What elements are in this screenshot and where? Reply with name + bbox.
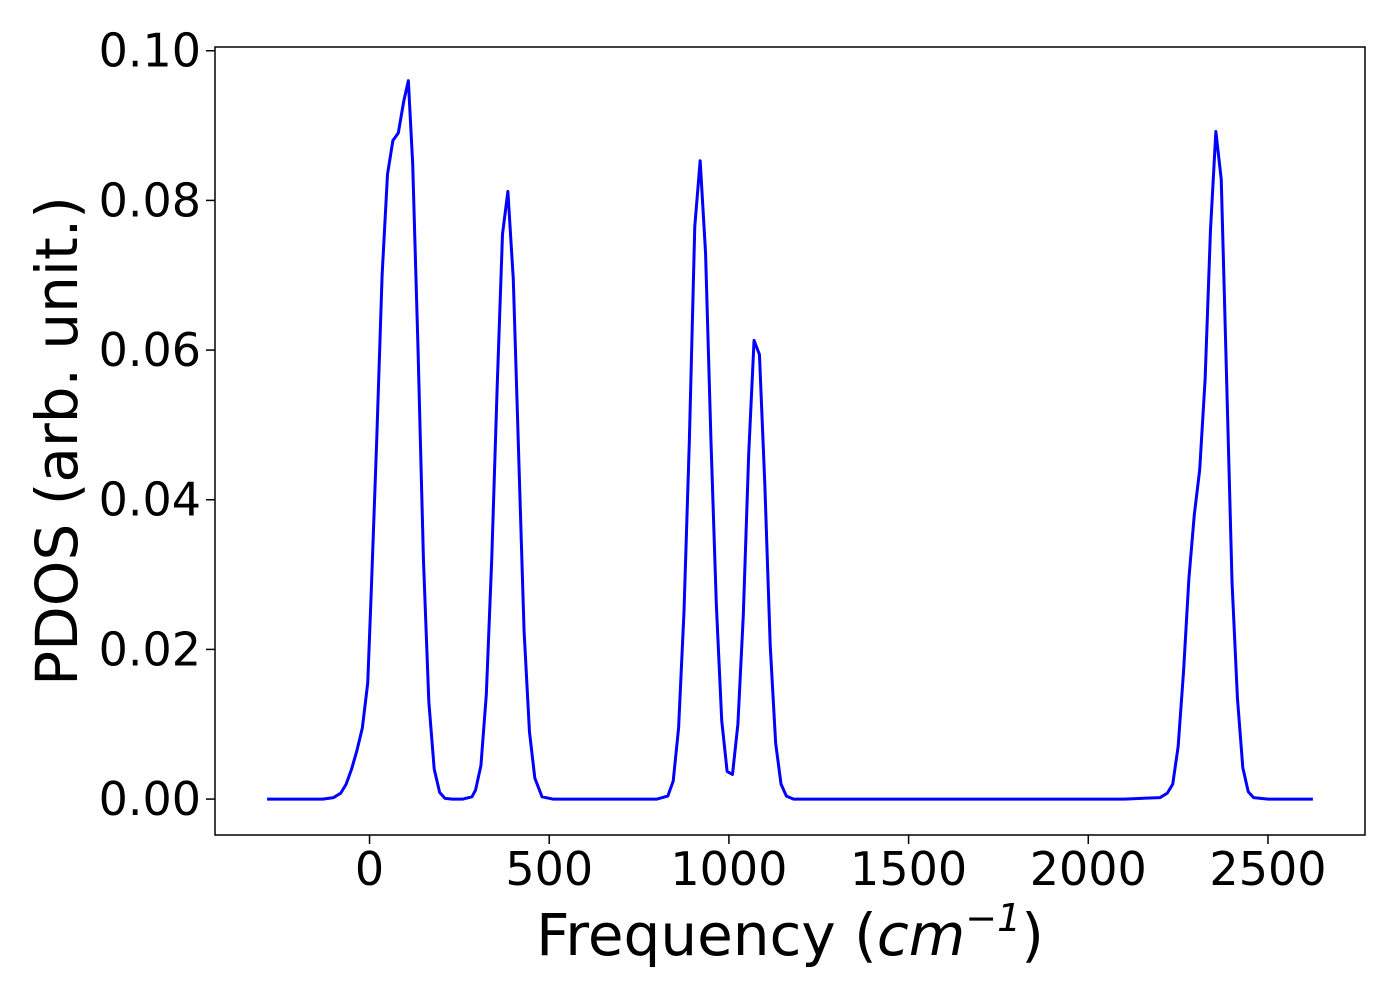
x-axis-label: Frequency (cm−1) bbox=[536, 896, 1044, 969]
y-tick-label: 0.00 bbox=[99, 772, 201, 826]
x-tick-label: 0 bbox=[355, 842, 384, 896]
x-axis-label-exponent: −1 bbox=[965, 896, 1021, 940]
y-tick-label: 0.08 bbox=[99, 173, 201, 227]
x-tick-label: 500 bbox=[505, 842, 593, 896]
series-layer bbox=[267, 79, 1313, 801]
x-tick-label: 1500 bbox=[850, 842, 967, 896]
x-tick-label: 2500 bbox=[1209, 842, 1326, 896]
x-axis-label-suffix: ) bbox=[1021, 901, 1044, 969]
x-axis: 0 500 1000 1500 2000 2500 bbox=[355, 835, 1327, 896]
plot-frame bbox=[214, 46, 1366, 836]
y-axis: 0.00 0.02 0.04 0.06 0.08 0.10 bbox=[99, 24, 215, 826]
series-line bbox=[267, 79, 1313, 801]
y-axis-label: PDOS (arb. unit.) bbox=[23, 196, 91, 686]
x-tick-label: 1000 bbox=[670, 842, 787, 896]
x-tick-label: 2000 bbox=[1030, 842, 1147, 896]
y-tick-label: 0.06 bbox=[99, 323, 201, 377]
y-tick-label: 0.04 bbox=[99, 473, 201, 527]
y-tick-label: 0.10 bbox=[99, 24, 201, 78]
x-axis-label-prefix: Frequency ( bbox=[536, 901, 877, 969]
y-tick-label: 0.02 bbox=[99, 622, 201, 676]
x-axis-label-unit: cm bbox=[877, 901, 965, 969]
